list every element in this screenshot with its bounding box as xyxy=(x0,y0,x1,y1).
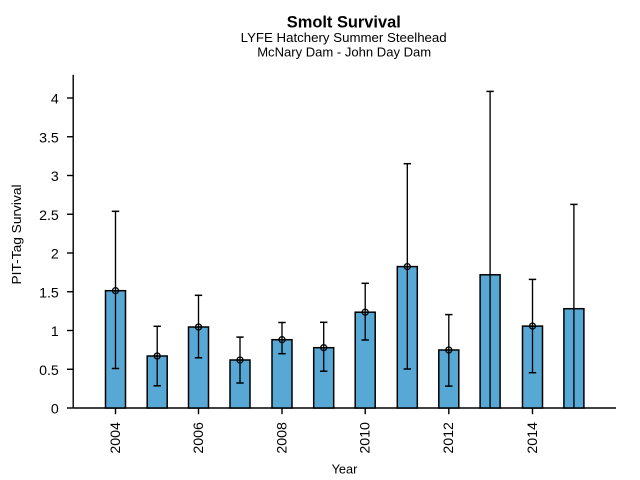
svg-text:2004: 2004 xyxy=(108,422,124,454)
svg-text:4: 4 xyxy=(51,92,59,108)
svg-text:2006: 2006 xyxy=(191,422,207,454)
svg-text:Year: Year xyxy=(332,461,358,476)
svg-text:2.5: 2.5 xyxy=(39,208,59,224)
svg-text:0: 0 xyxy=(51,402,59,418)
svg-text:2014: 2014 xyxy=(525,422,541,454)
svg-text:LYFE Hatchery Summer Steelhead: LYFE Hatchery Summer Steelhead xyxy=(241,30,447,45)
svg-text:2008: 2008 xyxy=(274,422,290,454)
svg-text:3: 3 xyxy=(51,169,59,185)
svg-text:1: 1 xyxy=(51,324,59,340)
svg-text:2010: 2010 xyxy=(358,422,374,454)
svg-text:McNary Dam - John Day Dam: McNary Dam - John Day Dam xyxy=(257,45,431,60)
svg-text:2012: 2012 xyxy=(441,422,457,454)
svg-text:PIT-Tag Survival: PIT-Tag Survival xyxy=(9,184,24,284)
svg-text:0.5: 0.5 xyxy=(39,363,59,379)
svg-text:2: 2 xyxy=(51,247,59,263)
svg-text:Smolt Survival: Smolt Survival xyxy=(287,14,401,32)
svg-text:1.5: 1.5 xyxy=(39,285,59,301)
svg-text:3.5: 3.5 xyxy=(39,130,59,146)
